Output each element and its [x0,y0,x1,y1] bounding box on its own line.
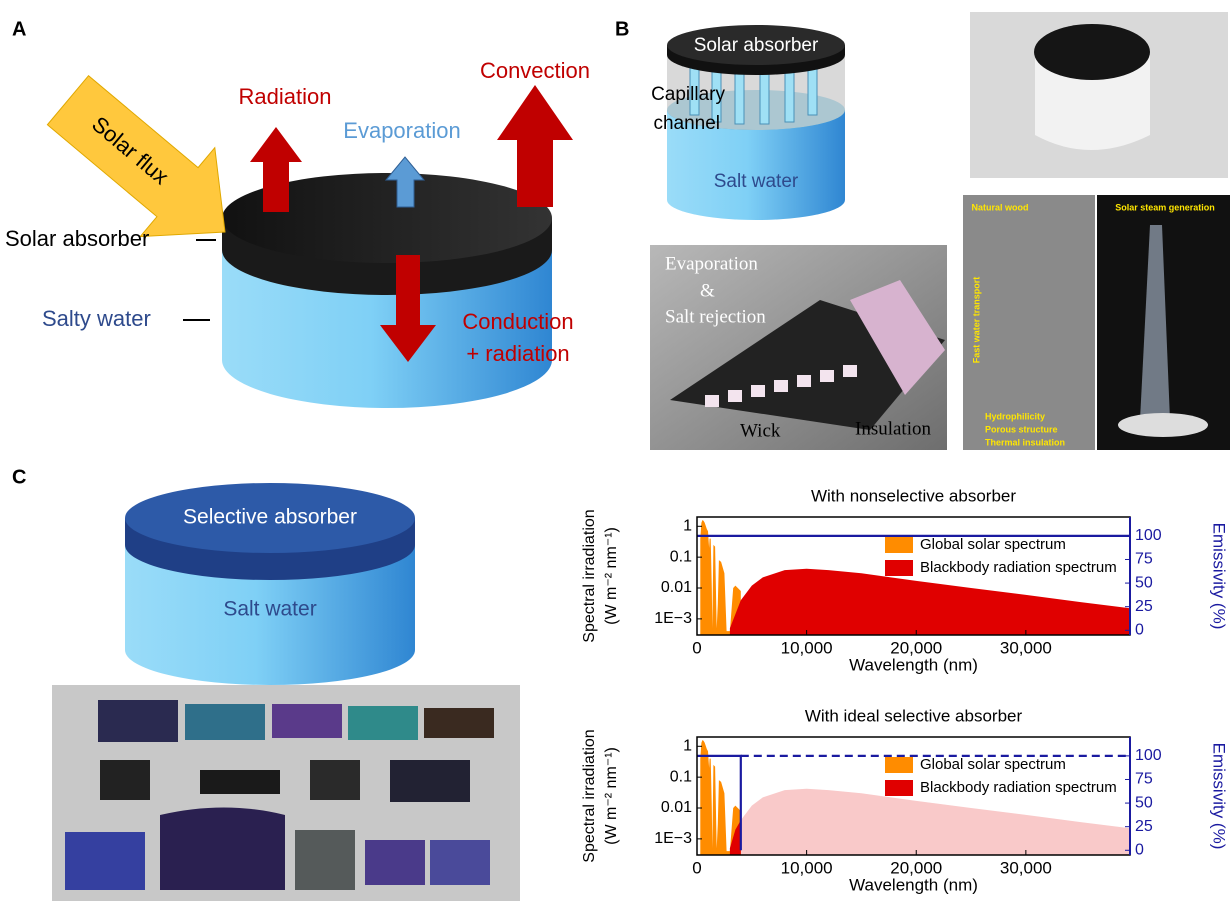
annotation: + radiation [466,341,569,366]
annotation: Salty water [42,306,151,331]
y-axis-label: (W m⁻² nm⁻¹) [603,747,620,845]
y2-tick-label: 100 [1135,747,1162,764]
annotation: & [700,280,715,301]
y2-tick-label: 100 [1135,527,1162,544]
photo [970,12,1228,178]
x-tick-label: 0 [692,858,701,877]
y2-tick-label: 50 [1135,574,1153,591]
figure: A Solar flux Radiation Evaporation Conve… [0,0,1230,903]
y-tick-label: 1E−3 [654,830,692,847]
annotation: Salt water [714,171,799,192]
spectrum-area [730,569,1130,635]
legend-swatch [885,537,913,553]
annotation: Hydrophilicity [985,411,1045,421]
legend-label: Global solar spectrum [920,536,1066,553]
annotation: Solar steam generation [1115,202,1215,212]
x-tick-label: 0 [692,638,701,657]
y-axis-label: Spectral irradiation [581,509,598,642]
y2-tick-label: 25 [1135,818,1153,835]
panel-label: A [12,18,26,40]
annotation: Solar absorber [5,226,149,251]
y2-tick-label: 75 [1135,771,1153,788]
y2-tick-label: 25 [1135,598,1153,615]
x-axis-label: Wavelength (nm) [849,655,978,674]
y-axis-label: Spectral irradiation [581,729,598,862]
annotation: Salt water [223,598,316,621]
y-tick-label: 0.1 [670,768,692,785]
legend-swatch [885,780,913,796]
annotation: Radiation [239,84,332,109]
annotation: Conduction [462,309,573,334]
legend-swatch [885,757,913,773]
annotation: Porous structure [985,424,1058,434]
annotation: channel [653,113,720,134]
annotation: Fast water transport [971,277,981,364]
y2-tick-label: 50 [1135,794,1153,811]
legend-swatch [885,560,913,576]
chart-title: With ideal selective absorber [805,706,1023,725]
legend-label: Blackbody radiation spectrum [920,779,1117,796]
panel-label: B [615,18,629,40]
y-tick-label: 1 [683,518,692,535]
y2-tick-label: 0 [1135,841,1144,858]
annotation: Thermal insulation [985,437,1065,447]
y-tick-label: 1E−3 [654,610,692,627]
y2-axis-label: Emissivity (%) [1210,743,1229,850]
y-axis-label: (W m⁻² nm⁻¹) [603,527,620,625]
y-tick-label: 1 [683,738,692,755]
x-tick-label: 30,000 [1000,858,1052,877]
y2-tick-label: 0 [1135,621,1144,638]
spectrum-area [730,789,1130,855]
legend-label: Global solar spectrum [920,756,1066,773]
annotation: Insulation [855,418,931,439]
annotation: Evaporation [343,118,460,143]
annotation: Selective absorber [183,506,357,529]
y-tick-label: 0.01 [661,799,692,816]
annotation: Salt rejection [665,306,766,327]
x-tick-label: 30,000 [1000,638,1052,657]
chart-title: With nonselective absorber [811,486,1016,505]
annotation: Evaporation [665,253,758,274]
panel-label: C [12,466,26,488]
y-tick-label: 0.1 [670,548,692,565]
annotation: Convection [480,58,590,83]
y2-axis-label: Emissivity (%) [1210,523,1229,630]
x-axis-label: Wavelength (nm) [849,875,978,894]
annotation: Wick [740,420,781,441]
y-tick-label: 0.01 [661,579,692,596]
y2-tick-label: 75 [1135,551,1153,568]
annotation: Capillary [651,84,725,105]
x-tick-label: 10,000 [781,638,833,657]
annotation: Solar absorber [694,35,819,56]
legend-label: Blackbody radiation spectrum [920,559,1117,576]
annotation: Natural wood [971,202,1028,212]
x-tick-label: 10,000 [781,858,833,877]
photo [52,685,520,901]
